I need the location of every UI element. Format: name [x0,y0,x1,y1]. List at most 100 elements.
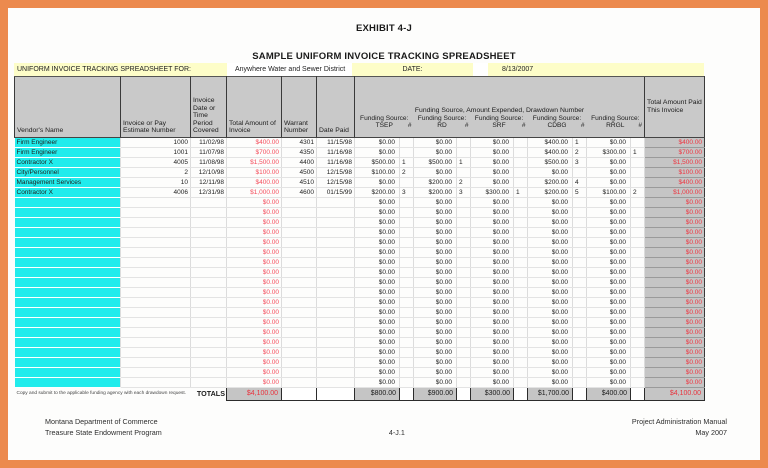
period-cell: 12/31/98 [190,187,227,198]
drawdown-number-cell: 2 [572,147,587,158]
funding-amount-cell: $100.00 [586,187,631,198]
funding-amount-cell: $0.00 [354,177,400,188]
funding-amount-cell: $0.00 [470,177,514,188]
funding-amount-cell: $500.00 [413,157,457,168]
invoice-number-cell [120,197,191,208]
drawdown-number-cell [399,367,414,378]
info-bar: UNIFORM INVOICE TRACKING SPREADSHEET FOR… [14,63,704,76]
drawdown-number-cell [572,237,587,248]
spreadsheet: UNIFORM INVOICE TRACKING SPREADSHEET FOR… [14,63,706,401]
exhibit-title: EXHIBIT 4-J [355,23,413,34]
warrant-cell [281,317,317,328]
invoice-amount-cell: $0.00 [226,247,282,258]
period-cell [190,337,227,348]
totals-funding-rrgl: $400.00 [586,387,631,401]
drawdown-number-cell: 1 [513,187,528,198]
drawdown-number-cell [572,277,587,288]
funding-amount-cell: $0.00 [470,377,514,388]
warrant-cell [281,377,317,388]
vendor-cell [14,217,121,228]
table-header: Vendor's Name Invoice or Pay Estimate Nu… [14,76,706,138]
empty-table-row: $0.00 $0.00 $0.00 $0.00 $0.00 $0.00 $0.00 [14,377,706,388]
invoice-amount-cell: $0.00 [226,277,282,288]
date-paid-cell: 11/16/98 [316,157,355,168]
drawdown-number-cell [399,147,414,158]
date-paid-cell [316,297,355,308]
funding-amount-cell: $0.00 [470,247,514,258]
warrant-cell: 4600 [281,187,317,198]
funding-amount-cell: $0.00 [470,287,514,298]
drawdown-number-cell [572,377,587,388]
drawdown-number-cell [399,357,414,368]
funding-amount-cell: $0.00 [413,367,457,378]
drawdown-number-cell [513,337,528,348]
funding-amount-cell: $0.00 [527,337,573,348]
empty-table-row: $0.00 $0.00 $0.00 $0.00 $0.00 $0.00 $0.00 [14,257,706,268]
vendor-cell [14,337,121,348]
period-cell [190,377,227,388]
drawdown-number-cell [399,247,414,258]
warrant-cell: 4510 [281,177,317,188]
funding-amount-cell: $0.00 [586,167,631,178]
period-cell [190,227,227,238]
totals-date-paid-empty [316,387,355,401]
total-paid-cell: $0.00 [644,337,706,348]
funding-source-label: Funding Source: [417,114,467,122]
totals-hash-empty [629,387,646,401]
drawdown-number-cell [456,267,471,278]
total-paid-cell: $0.00 [644,247,706,258]
funding-amount-cell: $0.00 [413,197,457,208]
invoice-number-cell [120,367,191,378]
funding-amount-cell: $0.00 [527,257,573,268]
header-period: Invoice Date or Time Period Covered [190,76,227,138]
invoice-amount-cell: $0.00 [226,377,282,388]
total-paid-cell: $700.00 [644,147,706,158]
funding-amount-cell: $0.00 [586,267,631,278]
drawdown-number-cell [456,167,471,178]
drawdown-number-cell [456,217,471,228]
drawdown-number-cell [513,267,528,278]
funding-amount-cell: $0.00 [586,297,631,308]
funding-amount-cell: $0.00 [470,367,514,378]
date-paid-cell [316,337,355,348]
empty-table-row: $0.00 $0.00 $0.00 $0.00 $0.00 $0.00 $0.00 [14,297,706,308]
drawdown-number-cell [630,217,646,228]
total-paid-cell: $0.00 [644,307,706,318]
funding-amount-cell: $0.00 [586,257,631,268]
invoice-amount-cell: $0.00 [226,347,282,358]
funding-amount-cell: $0.00 [586,337,631,348]
drawdown-number-cell [399,197,414,208]
funding-amount-cell: $0.00 [470,157,514,168]
date-paid-cell [316,207,355,218]
drawdown-number-cell [513,347,528,358]
date-paid-cell [316,277,355,288]
funding-amount-cell: $500.00 [527,157,573,168]
drawdown-number-cell [572,317,587,328]
warrant-cell [281,207,317,218]
empty-table-row: $0.00 $0.00 $0.00 $0.00 $0.00 $0.00 $0.00 [14,347,706,358]
invoice-number-cell [120,267,191,278]
empty-table-row: $0.00 $0.00 $0.00 $0.00 $0.00 $0.00 $0.00 [14,367,706,378]
totals-hash-empty [399,387,414,401]
drawdown-number-cell [572,357,587,368]
drawdown-number-cell [513,227,528,238]
period-cell [190,317,227,328]
invoice-number-cell [120,207,191,218]
footer-manual-line1: Project Administration Manual [631,417,727,426]
drawdown-number-cell [456,367,471,378]
table-row: Contractor X 4006 12/31/98 $1,000.00 4600 01/… [14,187,706,198]
totals-invoice-amount: $4,100.00 [226,387,282,401]
funding-amount-cell: $0.00 [413,207,457,218]
vendor-cell [14,247,121,258]
drawdown-number-cell [456,257,471,268]
empty-table-row: $0.00 $0.00 $0.00 $0.00 $0.00 $0.00 $0.00 [14,247,706,258]
funding-amount-cell: $0.00 [470,147,514,158]
warrant-cell [281,337,317,348]
date-paid-cell [316,317,355,328]
drawdown-number-cell [513,327,528,338]
total-paid-cell: $100.00 [644,167,706,178]
funding-amount-cell: $0.00 [527,207,573,218]
drawdown-number-cell [630,207,646,218]
drawdown-number-cell [399,377,414,388]
